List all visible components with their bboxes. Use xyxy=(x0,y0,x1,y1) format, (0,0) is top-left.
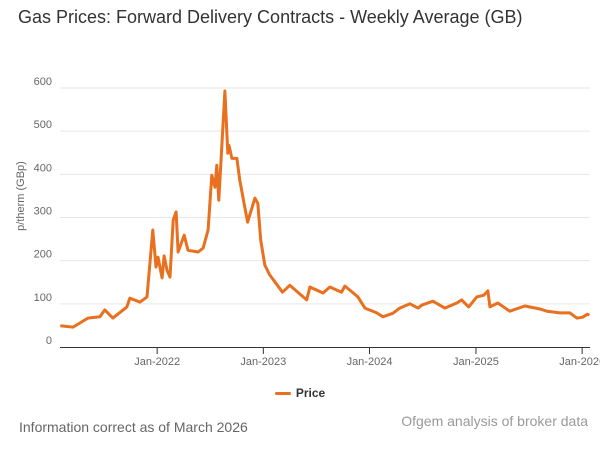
x-tick-label: Jan-2026 xyxy=(559,356,600,368)
y-tick-label: 200 xyxy=(34,249,52,261)
x-tick-label: Jan-2024 xyxy=(347,356,393,368)
legend-swatch xyxy=(274,392,291,396)
source-credit: Ofgem analysis of broker data xyxy=(401,413,588,429)
x-tick-label: Jan-2022 xyxy=(134,356,180,368)
x-tick-label: Jan-2025 xyxy=(453,356,499,368)
legend-label: Price xyxy=(295,386,326,400)
y-tick-label: 100 xyxy=(34,292,52,304)
legend-item-price[interactable]: Price xyxy=(0,386,600,400)
gridlines xyxy=(60,87,590,305)
y-tick-label: 400 xyxy=(34,162,52,174)
y-tick-label: 300 xyxy=(34,206,52,218)
x-tick-label: Jan-2023 xyxy=(240,356,286,368)
chart-title: Gas Prices: Forward Delivery Contracts -… xyxy=(18,7,523,27)
y-tick-label: 600 xyxy=(34,76,52,88)
y-axis-label: p/therm (GBp) xyxy=(15,161,27,231)
y-tick-label: 0 xyxy=(46,335,52,347)
x-axis: Jan-2022 Jan-2023 Jan-2024 Jan-2025 Jan-2026 xyxy=(60,347,600,368)
y-tick-label: 500 xyxy=(34,119,52,131)
footnote: Information correct as of March 2026 xyxy=(19,419,248,435)
series-line-price xyxy=(60,89,591,329)
y-axis-ticks: 0 100 200 300 400 500 600 xyxy=(34,76,52,347)
